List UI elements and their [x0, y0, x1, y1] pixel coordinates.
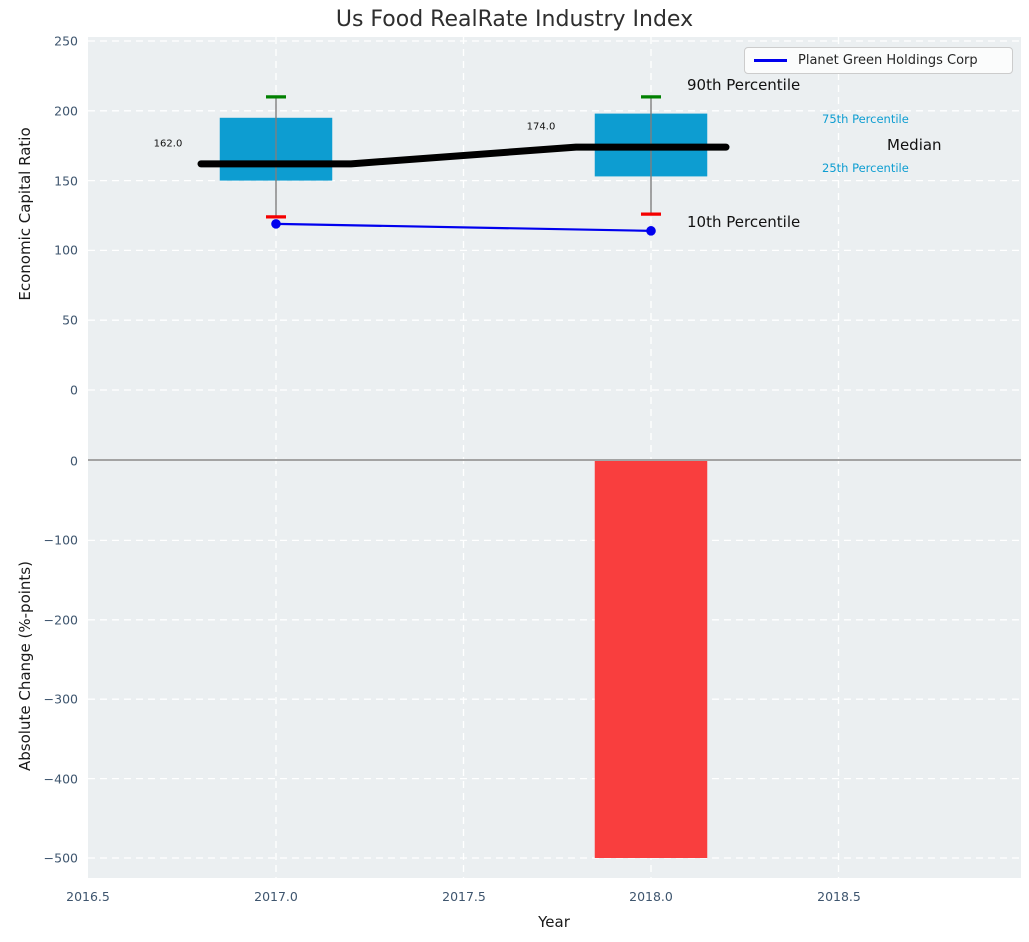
x-tick-label: 2017.0 [254, 889, 298, 904]
p90-label: 90th Percentile [687, 76, 801, 94]
y-tick-label: −300 [43, 691, 78, 707]
x-tick-label: 2018.5 [817, 889, 861, 904]
bottom-axes-background [88, 460, 1021, 878]
median-value-2018: 174.0 [526, 121, 556, 133]
p25-label: 25th Percentile [822, 161, 909, 175]
company-marker [646, 226, 656, 236]
median-value-2017: 162.0 [153, 138, 183, 150]
y-tick-label: −100 [43, 532, 78, 548]
median-label: Median [887, 136, 942, 154]
chart-title: Us Food RealRate Industry Index [335, 7, 694, 32]
p10-label: 10th Percentile [687, 213, 801, 231]
y-tick-label: 150 [54, 173, 78, 189]
y-tick-label: 50 [62, 312, 78, 328]
top-axes-background [88, 37, 1021, 460]
absolute-change-bar [594, 461, 708, 858]
y-tick-label: 100 [54, 242, 78, 258]
legend-line-swatch [754, 59, 787, 62]
legend-item-label: Planet Green Holdings Corp [798, 53, 978, 68]
y-tick-label: −200 [43, 612, 78, 628]
company-line [275, 222, 652, 232]
y-tick-label: 250 [54, 33, 78, 49]
x-axis-label: Year [538, 913, 570, 931]
y-tick-label: 200 [54, 103, 78, 119]
company-marker [271, 219, 281, 229]
y-tick-label: −400 [43, 771, 78, 787]
y-axis-label-bottom: Absolute Change (%-points) [16, 561, 34, 771]
x-tick-label: 2016.5 [66, 889, 110, 904]
legend: Planet Green Holdings Corp [744, 47, 1013, 74]
y-axis-label-top: Economic Capital Ratio [16, 127, 34, 301]
y-tick-label: −500 [43, 850, 78, 866]
p75-label: 75th Percentile [822, 112, 909, 126]
median-line [197, 143, 730, 168]
y-tick-label: 0 [70, 382, 78, 398]
x-tick-label: 2018.0 [629, 889, 673, 904]
x-tick-label: 2017.5 [442, 889, 486, 904]
y-tick-label: 0 [70, 453, 78, 469]
